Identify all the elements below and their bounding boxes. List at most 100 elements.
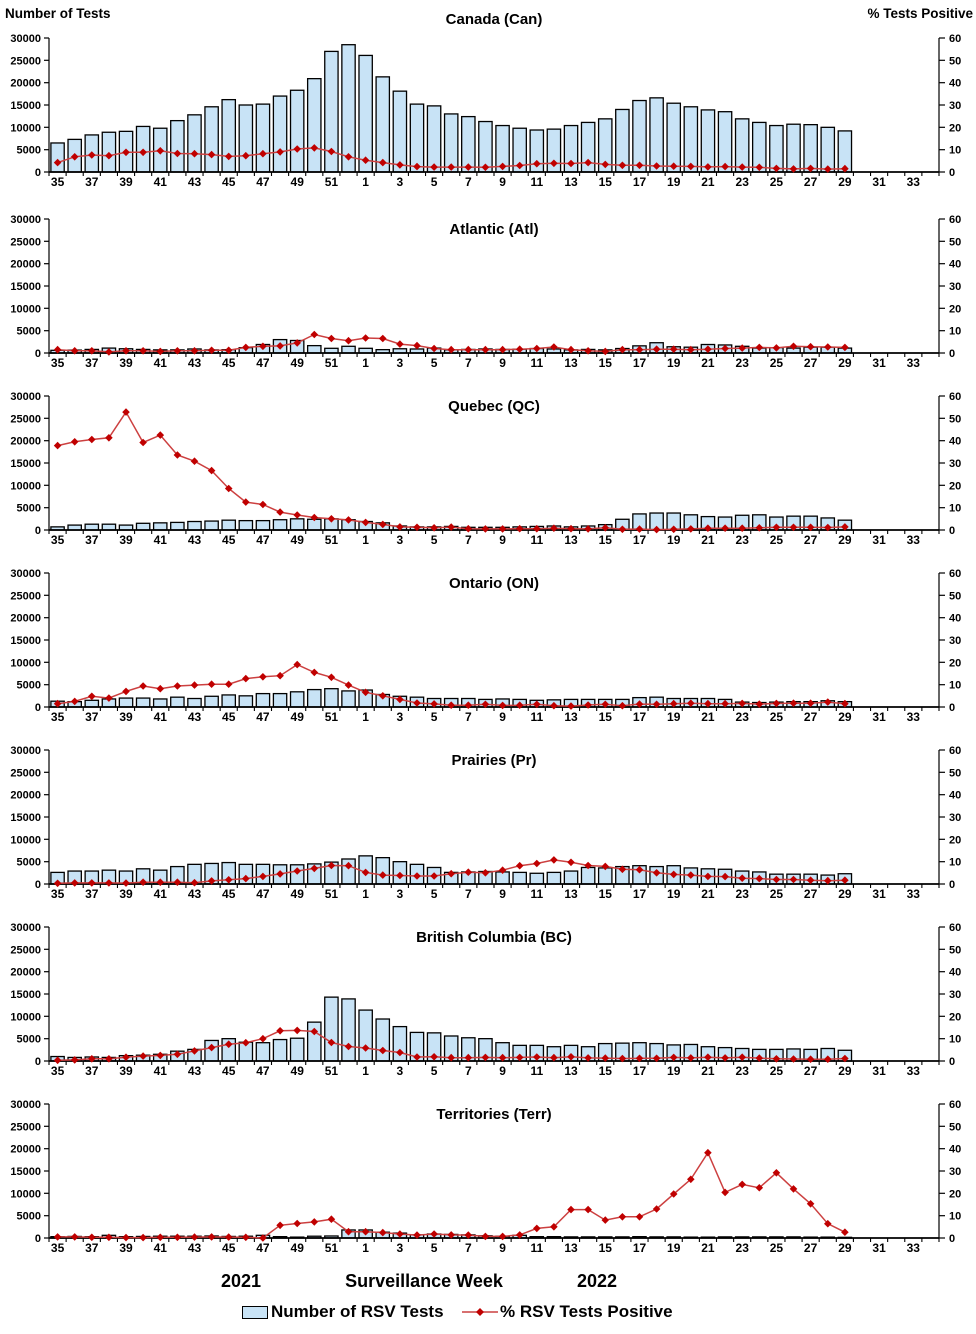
pct-marker-week-13 bbox=[567, 524, 575, 533]
panel-british-columbia-pct-line bbox=[53, 1026, 849, 1065]
x-tick-label: 1 bbox=[362, 533, 369, 547]
pct-marker-week-41 bbox=[156, 347, 165, 356]
left-tick-label: 30000 bbox=[10, 745, 41, 757]
pct-marker-week-25 bbox=[772, 1055, 781, 1063]
pct-marker-week-36 bbox=[70, 879, 79, 887]
pct-marker-week-23 bbox=[738, 699, 746, 708]
pct-marker-week-16 bbox=[618, 865, 627, 874]
left-tick-label: 25000 bbox=[10, 1121, 41, 1133]
pct-marker-week-9 bbox=[498, 345, 507, 354]
x-tick-label: 35 bbox=[51, 887, 65, 901]
pct-marker-week-19 bbox=[669, 1053, 678, 1062]
x-tick-label: 31 bbox=[872, 356, 886, 370]
x-tick-label: 37 bbox=[85, 356, 99, 370]
pct-marker-week-11 bbox=[533, 344, 541, 353]
left-tick-label: 5000 bbox=[17, 1211, 41, 1223]
pct-marker-week-38 bbox=[105, 1233, 113, 1242]
x-tick-label: 5 bbox=[431, 887, 438, 901]
pct-marker-week-38 bbox=[105, 151, 113, 160]
bar-week-44 bbox=[204, 520, 219, 531]
left-tick-label: 10000 bbox=[10, 1188, 41, 1200]
left-tick-label: 30000 bbox=[10, 391, 41, 403]
pct-marker-week-12 bbox=[550, 524, 558, 532]
x-tick-label: 25 bbox=[770, 533, 784, 547]
x-tick-label: 17 bbox=[633, 1064, 647, 1078]
pct-marker-week-43 bbox=[190, 1047, 199, 1055]
right-tick-label: 50 bbox=[949, 413, 961, 425]
left-tick-label: 0 bbox=[35, 1056, 41, 1068]
x-tick-label: 3 bbox=[397, 1241, 404, 1255]
panel-quebec-axes bbox=[44, 395, 945, 531]
panel-atlantic-pct-line bbox=[53, 330, 849, 356]
right-tick-label: 20 bbox=[949, 480, 961, 492]
pct-marker-week-16 bbox=[618, 701, 627, 710]
x-tick-label: 51 bbox=[325, 1241, 339, 1255]
left-tick-label: 30000 bbox=[10, 214, 41, 226]
left-tick-label: 20000 bbox=[10, 967, 41, 979]
pct-marker-week-26 bbox=[789, 1185, 798, 1193]
pct-marker-week-48 bbox=[276, 508, 284, 516]
pct-marker-week-9 bbox=[498, 1232, 507, 1241]
x-tick-label: 51 bbox=[325, 887, 339, 901]
pct-marker-week-36 bbox=[70, 153, 79, 161]
pct-marker-week-41 bbox=[156, 431, 165, 439]
panel-ontario-chart: 0 5000 10000 15000 20000 25000 30000 0 10 20 30 40 5… bbox=[10, 568, 961, 724]
x-tick-label: 41 bbox=[154, 356, 168, 370]
pct-marker-week-15 bbox=[601, 862, 609, 871]
pct-marker-week-39 bbox=[122, 1233, 130, 1242]
pct-marker-week-39 bbox=[122, 1053, 130, 1061]
pct-marker-week-42 bbox=[173, 682, 182, 690]
pct-marker-week-28 bbox=[824, 1219, 832, 1228]
panel-territories-title: Territories (Terr) bbox=[436, 1106, 551, 1123]
pct-marker-week-21 bbox=[704, 345, 712, 353]
panel-ontario-pct-line bbox=[53, 660, 849, 710]
right-tick-label: 10 bbox=[949, 857, 961, 869]
x-tick-label: 39 bbox=[119, 1064, 133, 1078]
x-tick-label: 5 bbox=[431, 1064, 438, 1078]
pct-marker-week-41 bbox=[156, 1233, 165, 1242]
x-tick-label: 51 bbox=[325, 356, 339, 370]
pct-marker-week-2 bbox=[378, 692, 387, 700]
left-tick-label: 15000 bbox=[10, 635, 41, 647]
pct-marker-week-19 bbox=[669, 525, 678, 534]
pct-marker-week-47 bbox=[259, 872, 267, 881]
pct-marker-week-8 bbox=[481, 1232, 490, 1241]
pct-marker-week-50 bbox=[310, 144, 319, 152]
x-tick-label: 5 bbox=[431, 533, 438, 547]
pct-marker-week-37 bbox=[88, 151, 96, 159]
pct-marker-week-48 bbox=[276, 1027, 284, 1035]
bar-week-40 bbox=[135, 697, 151, 708]
bar-week-14 bbox=[580, 866, 596, 885]
x-tick-label: 19 bbox=[667, 1241, 681, 1255]
x-tick-label: 27 bbox=[804, 356, 818, 370]
pct-marker-week-27 bbox=[806, 1055, 815, 1063]
x-tick-label: 43 bbox=[188, 356, 202, 370]
x-tick-label: 21 bbox=[701, 710, 715, 724]
right-tick-label: 50 bbox=[949, 55, 961, 67]
pct-marker-week-42 bbox=[173, 878, 182, 886]
x-tick-label: 49 bbox=[291, 533, 305, 547]
bar-week-1 bbox=[358, 1009, 373, 1062]
pct-marker-week-8 bbox=[481, 700, 490, 709]
left-tick-label: 5000 bbox=[17, 1034, 41, 1046]
panel-quebec-title: Quebec (QC) bbox=[448, 398, 540, 415]
bar-week-41 bbox=[152, 522, 168, 531]
pct-marker-week-11 bbox=[533, 859, 541, 868]
pct-marker-week-38 bbox=[105, 1055, 113, 1063]
x-tick-label: 9 bbox=[499, 175, 506, 189]
pct-marker-week-43 bbox=[190, 681, 199, 689]
pct-marker-week-46 bbox=[242, 151, 250, 160]
x-tick-label: 39 bbox=[119, 175, 133, 189]
x-tick-label: 19 bbox=[667, 356, 681, 370]
x-tick-label: 17 bbox=[633, 710, 647, 724]
x-tick-label: 27 bbox=[804, 710, 818, 724]
x-axis-title: Surveillance Week bbox=[345, 1271, 503, 1291]
pct-marker-week-36 bbox=[70, 1233, 79, 1241]
panel-british-columbia-title: British Columbia (BC) bbox=[416, 929, 572, 946]
left-tick-label: 15000 bbox=[10, 281, 41, 293]
pct-marker-week-20 bbox=[687, 1054, 695, 1062]
x-tick-label: 11 bbox=[530, 1064, 543, 1078]
pct-marker-week-45 bbox=[224, 346, 233, 355]
pct-marker-week-11 bbox=[533, 1224, 541, 1233]
panel-quebec-chart: 0 5000 10000 15000 20000 25000 30000 0 10 20 30 40 5… bbox=[10, 391, 961, 547]
